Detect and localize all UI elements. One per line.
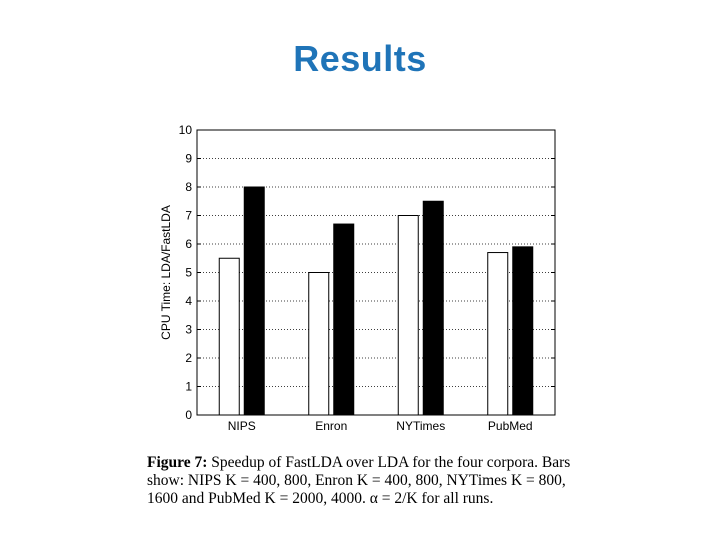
y-tick-label: 6 <box>185 237 192 251</box>
y-tick-label: 5 <box>185 266 192 280</box>
caption-text: Speedup of FastLDA over LDA for the four… <box>147 454 571 507</box>
bar <box>333 223 355 416</box>
y-tick-label: 2 <box>185 351 192 365</box>
y-tick-label: 10 <box>179 123 193 137</box>
y-tick-label: 4 <box>185 294 192 308</box>
bar <box>512 246 534 416</box>
y-tick-label: 3 <box>185 323 192 337</box>
y-tick-label: 0 <box>185 408 192 422</box>
y-axis-label: CPU Time: LDA/FastLDA <box>159 205 173 340</box>
plot-frame <box>196 129 556 416</box>
x-tick-label: NIPS <box>228 419 256 433</box>
bar <box>422 200 444 416</box>
y-tick-label: 9 <box>185 152 192 166</box>
figure-caption: Figure 7: Speedup of FastLDA over LDA fo… <box>147 454 575 508</box>
y-tick-label: 1 <box>185 380 192 394</box>
bar <box>243 186 265 416</box>
x-tick-label: NYTimes <box>396 419 445 433</box>
bar <box>487 252 509 416</box>
x-tick-label: Enron <box>315 419 347 433</box>
y-tick-label: 7 <box>185 209 192 223</box>
bar <box>218 257 240 416</box>
bar-chart: 0 1 2 3 4 5 6 7 8 9 10 NIPS Enron NYTimes PubMed CPU Ti… <box>159 123 556 433</box>
x-tick-label: PubMed <box>488 419 533 433</box>
bar <box>397 215 419 416</box>
y-tick-label: 8 <box>185 180 192 194</box>
bar <box>308 272 330 416</box>
caption-label: Figure 7: <box>147 454 208 471</box>
slide-title: Results <box>293 38 427 79</box>
